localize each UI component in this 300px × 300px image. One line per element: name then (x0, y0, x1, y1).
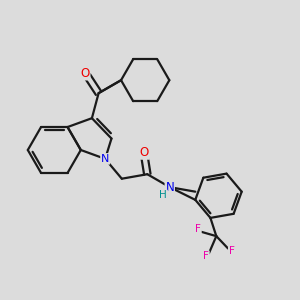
Text: F: F (203, 251, 209, 261)
Text: F: F (195, 224, 201, 234)
Text: H: H (159, 190, 167, 200)
Text: N: N (101, 154, 109, 164)
Text: F: F (229, 247, 235, 256)
Text: O: O (80, 67, 90, 80)
Text: O: O (140, 146, 149, 159)
Text: N: N (165, 181, 174, 194)
